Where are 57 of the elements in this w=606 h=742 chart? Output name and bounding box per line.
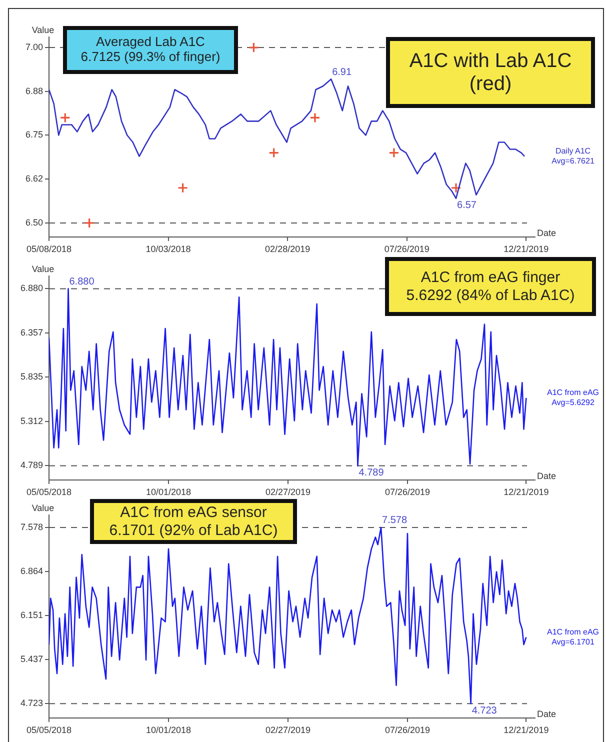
y-axis-title: Value [32, 502, 54, 513]
x-tick-label: 12/21/2019 [504, 244, 549, 254]
y-tick-label: 6.75 [25, 130, 43, 140]
x-axis-title: Date [537, 228, 556, 238]
x-tick-label: 02/27/2019 [265, 724, 311, 735]
x-tick-label: 05/05/2018 [26, 486, 72, 497]
point [60, 112, 70, 123]
annotation: 7.578 [382, 515, 408, 526]
x-axis-title: Date [537, 708, 556, 719]
annotation: 6.57 [457, 200, 477, 212]
text: A1C from eAG Avg=5.6292 [546, 388, 600, 408]
y-tick-label: 6.880 [20, 283, 43, 294]
point [248, 42, 260, 53]
y-tick-label: 6.62 [25, 174, 43, 184]
y-tick-label: 6.88 [25, 86, 43, 96]
y-tick-label: 4.723 [20, 698, 43, 708]
y-tick-label: 6.864 [20, 566, 43, 576]
y-axis-title: Value [32, 264, 54, 274]
y-tick-label: 7.00 [25, 42, 43, 52]
y-tick-label: 5.835 [20, 372, 43, 382]
x-tick-label: 07/26/2019 [384, 486, 430, 497]
x-tick-label: 10/03/2018 [146, 244, 191, 254]
text-box: A1C from eAG finger 5.6292 (84% of Lab A1C) [385, 257, 596, 316]
x-tick-label: 10/01/2018 [146, 486, 192, 497]
y-tick-label: 5.312 [20, 416, 43, 426]
text: A1C from eAG Avg=6.1701 [546, 627, 600, 646]
x-tick-label: 12/21/2019 [504, 724, 549, 735]
x-tick-label: 07/26/2019 [384, 244, 430, 254]
point [177, 182, 188, 194]
point [310, 112, 320, 123]
x-tick-label: 10/01/2018 [146, 724, 192, 735]
point [84, 218, 95, 228]
x-axis-title: Date [537, 470, 556, 481]
y-axis-title: Value [32, 24, 54, 35]
y-tick-label: 7.578 [20, 522, 43, 532]
x-tick-label: 02/27/2019 [265, 486, 311, 497]
text-box: Averaged Lab A1C 6.7125 (99.3% of finger) [63, 26, 238, 74]
text: Daily A1C Avg=6.7621 [552, 146, 595, 166]
annotation: 6.91 [332, 66, 352, 78]
x-tick-label: 05/08/2018 [26, 244, 72, 254]
x-tick-label: 07/26/2019 [384, 724, 430, 735]
point [388, 147, 400, 158]
x-tick-label: 05/05/2018 [26, 724, 72, 735]
annotation: 4.789 [358, 467, 384, 478]
y-tick-label: 5.437 [20, 654, 43, 664]
annotation: 6.880 [69, 276, 95, 288]
y-tick-label: 6.151 [20, 610, 43, 620]
x-tick-label: 12/21/2019 [504, 486, 549, 497]
text-box: A1C from eAG sensor 6.1701 (92% of Lab A1C) [90, 499, 297, 544]
text-box: A1C with Lab A1C (red) [386, 37, 595, 108]
annotation: 4.723 [472, 705, 498, 716]
y-tick-label: 6.357 [20, 327, 43, 338]
x-tick-label: 02/28/2019 [265, 244, 310, 254]
point [268, 147, 280, 158]
y-tick-label: 6.50 [25, 217, 43, 228]
point [450, 182, 462, 194]
y-tick-label: 4.789 [20, 460, 43, 470]
